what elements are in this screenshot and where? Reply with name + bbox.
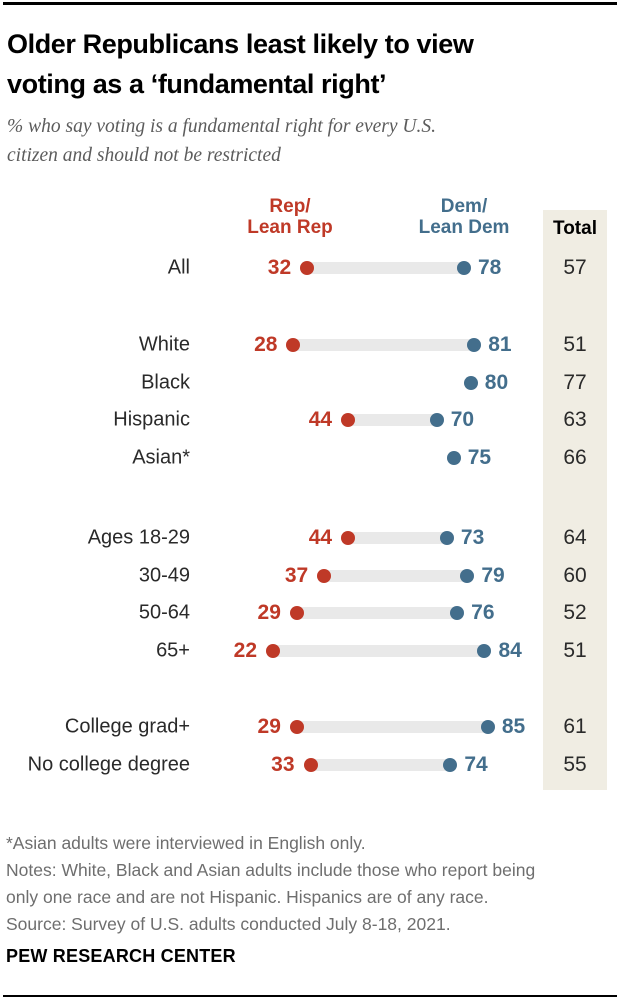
total-value: 63 [563,408,587,432]
total-value: 77 [563,370,587,394]
row-label: Ages 18-29 [87,526,190,549]
dem-dot [480,720,495,734]
connector-bar [307,262,464,274]
rep-dot [289,720,304,734]
rep-column-header: Rep/ Lean Rep [247,196,333,238]
total-value: 66 [563,445,587,469]
rep-dot [317,568,332,583]
total-column-header: Total [553,218,597,239]
dem-column-header: Dem/ Lean Dem [418,196,510,238]
rep-dot [266,643,281,658]
row-label: 50-64 [138,601,190,624]
footnote-notes-1: Notes: White, Black and Asian adults inc… [6,860,536,880]
total-value: 55 [563,752,587,776]
connector-bar [273,644,485,657]
chart-subtitle: % who say voting is a fundamental right … [7,112,613,170]
rep-value: 44 [308,408,333,432]
rep-value: 28 [254,333,278,356]
total-value: 51 [563,638,587,662]
total-value: 57 [563,256,587,279]
dem-dot [446,450,461,465]
title-line-2: voting as a ‘fundamental right’ [7,69,387,99]
rep-value: 22 [233,638,258,662]
row-label: No college degree [27,753,190,776]
total-value: 61 [563,715,587,738]
dem-value: 79 [481,563,505,587]
total-value: 52 [563,601,587,625]
rep-value: 29 [257,715,281,738]
rep-dot [303,757,318,772]
dem-dot [460,568,475,583]
connector-bar [310,758,451,771]
dem-value: 70 [450,408,475,432]
footnote-asterisk: *Asian adults were interviewed in Englis… [6,833,366,853]
dem-value: 80 [484,370,509,394]
dem-dot [443,757,458,772]
total-column-background [543,210,607,790]
footnotes: *Asian adults were interviewed in Englis… [6,830,618,938]
page-title: Older Republicans least likely to view v… [7,24,613,104]
row-label: Asian* [132,446,190,469]
dem-dot [477,643,492,658]
dem-value: 75 [467,445,492,469]
connector-bar [348,532,447,544]
dem-dot [429,413,444,428]
row-label: All [167,256,190,279]
dem-value: 84 [498,638,522,662]
rep-value: 37 [284,563,309,587]
dem-value: 78 [477,256,502,279]
dem-dot [467,338,482,352]
dem-dot [456,261,471,275]
row-label: Black [141,371,190,394]
dem-value: 81 [488,333,512,356]
footnote-source: Source: Survey of U.S. adults conducted … [6,914,451,934]
subtitle-line-1: % who say voting is a fundamental right … [7,116,436,137]
connector-bar [348,414,437,427]
rep-value: 29 [257,601,281,625]
rep-value: 33 [271,752,295,776]
rep-dot [300,261,315,275]
title-line-1: Older Republicans least likely to view [7,29,474,59]
connector-bar [296,721,488,733]
dem-dot [450,606,465,621]
dem-value: 85 [501,715,526,738]
total-value: 60 [563,563,587,587]
row-label: White [138,333,190,356]
total-value: 51 [563,333,587,356]
bottom-rule [3,995,617,997]
row-label: 30-49 [138,564,190,587]
rep-dot [286,338,301,352]
footnote-notes-2: only one race and are not Hispanic. Hisp… [6,887,489,907]
dem-dot [463,375,478,390]
subtitle-line-2: citizen and should not be restricted [7,145,281,166]
rep-value: 44 [308,526,333,549]
total-value: 64 [563,526,587,549]
row-label: Hispanic [113,408,190,431]
top-rule [3,2,617,5]
row-label: College grad+ [64,715,190,738]
connector-bar [324,569,468,582]
pew-research-center-brand: PEW RESEARCH CENTER [6,946,236,966]
rep-dot [341,413,356,428]
dem-value: 74 [464,752,488,776]
rep-dot [289,606,304,621]
rep-value: 32 [267,256,292,279]
connector-bar [296,607,458,620]
dem-value: 76 [471,601,495,625]
connector-bar [293,339,475,351]
dem-dot [439,531,454,545]
rep-dot [341,531,356,545]
dem-value: 73 [460,526,485,549]
row-label: 65+ [156,639,190,662]
